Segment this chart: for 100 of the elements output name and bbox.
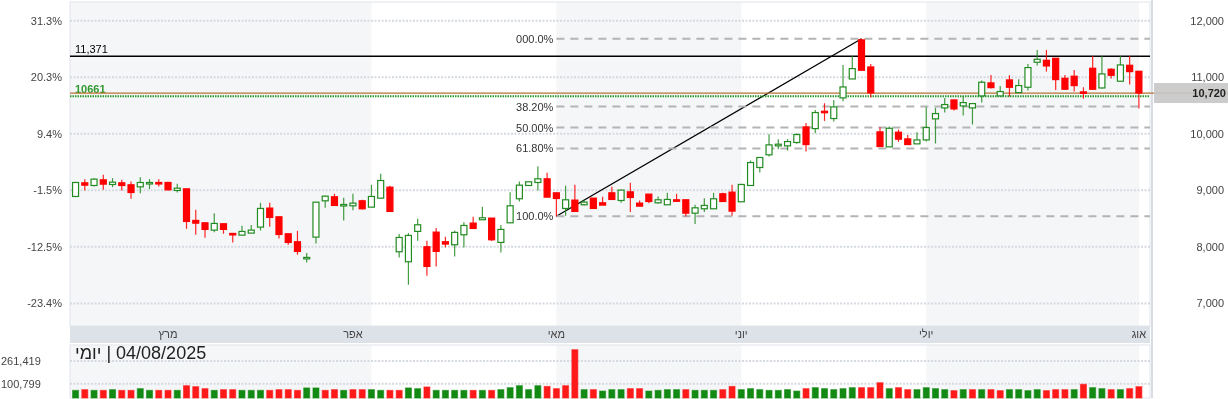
- y2-tick-label: -1.5%: [33, 184, 63, 197]
- annotation: 61.80%: [516, 142, 554, 155]
- bar: [941, 389, 949, 399]
- x-tick-label: יולי: [919, 328, 934, 340]
- bar: [423, 386, 431, 399]
- y-tick-label: 11,000: [1191, 71, 1224, 84]
- y-tick-label: 261,419: [1, 354, 41, 367]
- bar: [673, 389, 681, 399]
- bar: [1033, 389, 1041, 399]
- bar: [201, 388, 209, 399]
- bar: [1015, 389, 1023, 399]
- bar: [978, 389, 986, 399]
- y2-tick-label: 20.3%: [30, 71, 63, 84]
- bar: [599, 390, 607, 399]
- bar: [488, 389, 496, 399]
- bar: [1135, 386, 1143, 399]
- bar: [247, 389, 255, 399]
- bar: [1079, 383, 1087, 399]
- bar: [136, 388, 144, 399]
- bar: [996, 390, 1004, 399]
- bar: [848, 387, 856, 399]
- bar: [747, 388, 755, 399]
- ref-line-label: 11,371: [75, 43, 108, 56]
- bar: [663, 389, 671, 399]
- bar: [469, 389, 477, 399]
- bar: [728, 385, 736, 399]
- bar: [589, 389, 597, 399]
- bar: [312, 387, 320, 399]
- chart-title: 04/08/2025 | יומי: [75, 343, 207, 363]
- bar: [451, 389, 459, 399]
- bar: [543, 385, 551, 399]
- annotation: 38.20%: [516, 100, 554, 113]
- bar: [885, 388, 893, 399]
- bar: [571, 349, 579, 399]
- x-tick-label: אוג: [1131, 328, 1147, 340]
- y-tick-label: 7,000: [1196, 297, 1224, 310]
- bar: [830, 389, 838, 399]
- bar: [922, 387, 930, 399]
- bar: [710, 389, 718, 399]
- bar: [691, 389, 699, 399]
- bar: [238, 389, 246, 399]
- bar: [321, 389, 329, 399]
- bar: [654, 389, 662, 399]
- bar: [959, 389, 967, 399]
- bar: [340, 389, 348, 399]
- bar: [580, 389, 588, 399]
- bar: [1024, 390, 1032, 399]
- bar: [173, 389, 181, 399]
- x-tick-label: אפר: [343, 328, 363, 340]
- bar: [1098, 388, 1106, 399]
- bar: [858, 387, 866, 399]
- bar: [904, 389, 912, 399]
- bar: [478, 389, 486, 399]
- x-tick-label: מאי: [547, 328, 566, 340]
- bar: [256, 389, 264, 399]
- bar: [774, 389, 782, 399]
- bar: [719, 389, 727, 399]
- bar: [913, 389, 921, 399]
- bar: [1089, 387, 1097, 399]
- bar: [441, 389, 449, 399]
- bar: [968, 389, 976, 399]
- bar: [155, 389, 163, 399]
- y2-tick-label: -23.4%: [27, 297, 63, 310]
- y-tick-label: 12,000: [1190, 14, 1224, 27]
- annotation: 50.00%: [516, 121, 554, 134]
- bar: [765, 389, 773, 399]
- y-tick-label: 100,799: [1, 377, 41, 390]
- bar: [1126, 388, 1134, 399]
- bar: [303, 387, 311, 399]
- bar: [617, 389, 625, 399]
- bar: [1042, 390, 1050, 399]
- y2-tick-label: 31.3%: [30, 14, 63, 27]
- bar: [552, 388, 560, 399]
- bar: [811, 387, 819, 399]
- bar: [266, 389, 274, 399]
- bar: [876, 382, 884, 399]
- bar: [682, 389, 690, 399]
- y2-tick-label: -12.5%: [27, 240, 63, 253]
- bar: [367, 389, 375, 399]
- y-tick-label: 10,000: [1190, 127, 1224, 140]
- bar: [386, 389, 394, 399]
- y-tick-label: 8,000: [1196, 240, 1224, 253]
- bar: [1052, 389, 1060, 399]
- bar: [515, 385, 523, 399]
- bar: [931, 388, 939, 399]
- bar: [839, 388, 847, 399]
- bar: [404, 387, 412, 399]
- bar: [127, 389, 135, 399]
- bar: [1061, 389, 1069, 399]
- bar: [432, 389, 440, 399]
- x-tick-label: מרץ: [158, 328, 178, 340]
- bar: [109, 389, 117, 399]
- bar: [784, 389, 792, 399]
- bar: [987, 389, 995, 399]
- bar: [395, 389, 403, 399]
- y2-tick-label: 9.4%: [36, 127, 63, 140]
- bar: [358, 389, 366, 399]
- bar: [146, 389, 154, 399]
- bar: [1005, 389, 1013, 399]
- annotation: 000.0%: [516, 32, 554, 45]
